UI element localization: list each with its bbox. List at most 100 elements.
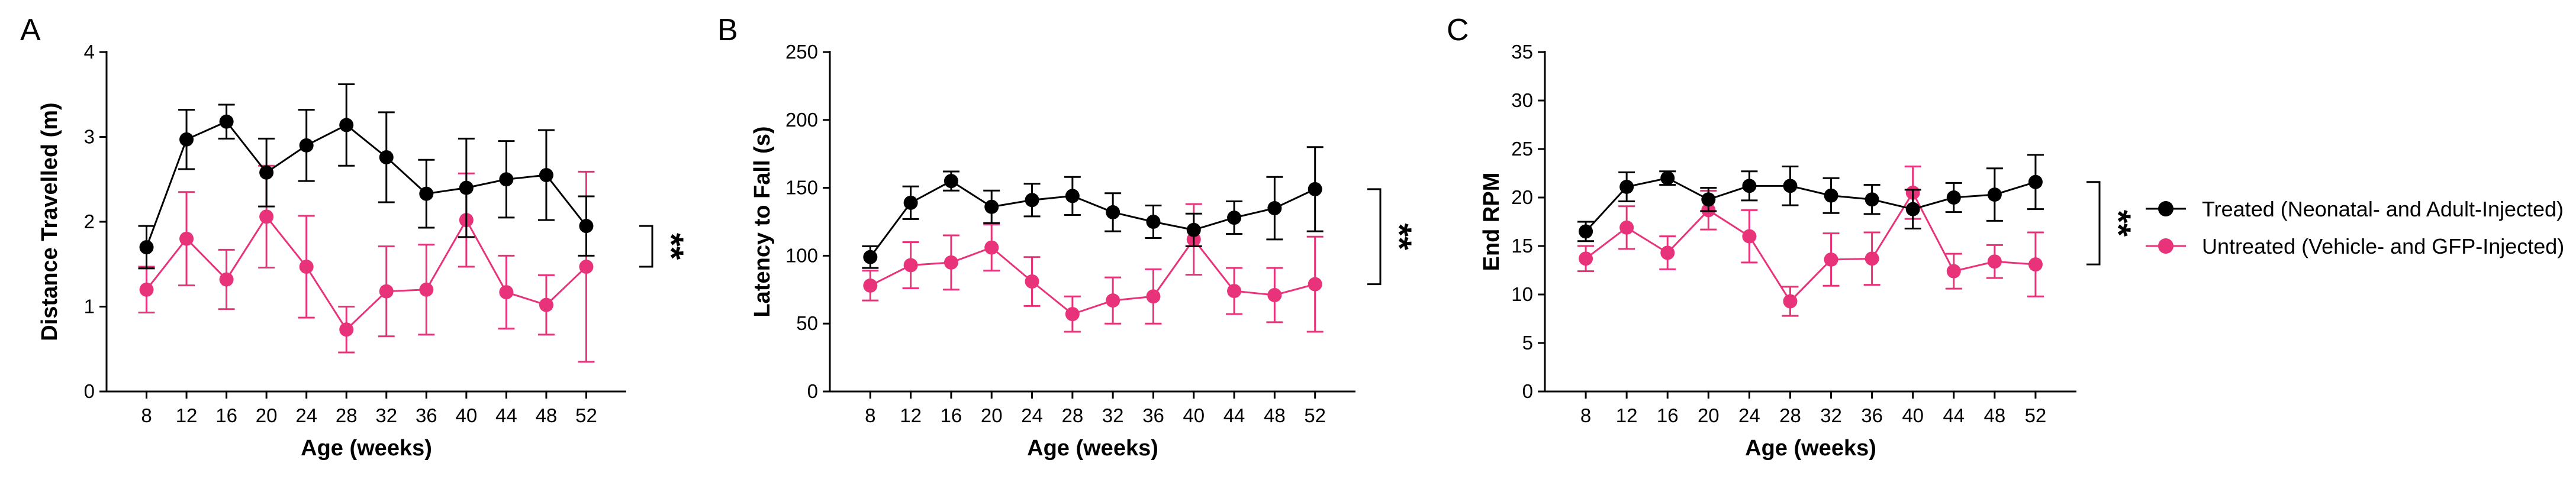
treated-data-point <box>1946 190 1961 205</box>
treated-data-point <box>1579 224 1593 239</box>
treated-data-point <box>1660 171 1675 186</box>
untreated-data-point <box>863 278 878 293</box>
untreated-series-line <box>1585 190 2036 303</box>
treated-data-point <box>1824 188 1838 203</box>
treated-series-line <box>146 120 587 248</box>
legend-marker-untreated <box>2158 238 2174 254</box>
y-tick-label: 0 <box>1522 380 1533 402</box>
x-tick-label: 8 <box>865 404 875 426</box>
legend-label-untreated: Untreated (Vehicle- and GFP-Injected) <box>2202 234 2564 258</box>
y-tick-label: 10 <box>1511 283 1533 305</box>
x-tick-label: 24 <box>1021 404 1043 426</box>
y-tick-label: 15 <box>1511 235 1533 257</box>
y-tick-label: 20 <box>1511 186 1533 208</box>
treated-data-point <box>1987 187 2002 202</box>
untreated-data-point <box>219 272 234 287</box>
x-tick-label: 40 <box>455 404 477 426</box>
treated-data-point <box>1267 201 1282 216</box>
x-tick-label: 44 <box>1223 404 1245 426</box>
untreated-data-point <box>1987 254 2002 269</box>
untreated-data-point <box>1025 274 1039 289</box>
x-tick-label: 24 <box>295 404 317 426</box>
untreated-data-point <box>2028 257 2043 272</box>
treated-data-point <box>1227 211 1242 225</box>
x-tick-label: 48 <box>536 404 558 426</box>
panel-letter-c: C <box>1447 13 1469 47</box>
x-tick-label: 12 <box>900 404 922 426</box>
untreated-data-point <box>1227 284 1242 299</box>
x-tick-label: 16 <box>941 404 962 426</box>
treated-data-point <box>1106 205 1120 219</box>
untreated-series-line <box>870 238 1316 315</box>
significance-bracket <box>639 225 653 268</box>
untreated-data-point <box>984 240 999 255</box>
untreated-data-point <box>1146 289 1161 304</box>
y-tick-label: 3 <box>84 126 95 148</box>
legend-item-untreated: Untreated (Vehicle- and GFP-Injected) <box>2146 234 2564 258</box>
untreated-data-point <box>903 258 918 273</box>
x-tick-label: 20 <box>981 404 1003 426</box>
significance-label: ** <box>2099 210 2137 237</box>
x-tick-label: 8 <box>141 404 152 426</box>
treated-data-point <box>1865 192 1879 207</box>
y-tick-label: 50 <box>796 312 818 334</box>
x-tick-label: 48 <box>1264 404 1286 426</box>
x-axis-title: Age (weeks) <box>1745 436 1876 461</box>
untreated-data-point <box>1946 264 1961 279</box>
untreated-data-point <box>1267 287 1282 302</box>
treated-data-point <box>1701 192 1716 207</box>
x-tick-label: 8 <box>1580 404 1591 426</box>
y-tick-label: 1 <box>84 296 95 318</box>
y-tick-label: 0 <box>84 380 95 402</box>
x-tick-label: 16 <box>1657 404 1679 426</box>
untreated-data-point <box>1619 220 1634 235</box>
x-axis-title: Age (weeks) <box>301 436 432 461</box>
x-tick-label: 36 <box>1142 404 1164 426</box>
treated-data-point <box>259 165 274 180</box>
x-tick-label: 36 <box>1861 404 1883 426</box>
x-tick-label: 28 <box>336 404 358 426</box>
x-tick-label: 52 <box>1304 404 1326 426</box>
untreated-data-point <box>1824 252 1838 267</box>
treated-data-point <box>219 114 234 129</box>
treated-data-point <box>299 138 314 153</box>
untreated-series-line <box>146 215 587 331</box>
x-tick-label: 16 <box>215 404 237 426</box>
x-tick-label: 32 <box>375 404 397 426</box>
chart-panel-b: 0 50 100 150 200 250 8 12 16 20 24 28 32 36 40 44 48 52 Ag… <box>750 41 1418 461</box>
y-tick-label: 4 <box>84 41 95 63</box>
treated-data-point <box>2028 174 2043 189</box>
legend-item-treated: Treated (Neonatal- and Adult-Injected) <box>2146 197 2564 221</box>
untreated-data-point <box>379 284 394 299</box>
panel-letter-a: A <box>20 13 41 47</box>
x-tick-label: 40 <box>1183 404 1205 426</box>
treated-data-point <box>1146 215 1161 229</box>
untreated-data-point <box>1660 245 1675 260</box>
x-tick-label: 52 <box>575 404 597 426</box>
treated-data-point <box>984 199 999 214</box>
treated-data-point <box>459 180 474 195</box>
y-tick-label: 35 <box>1511 41 1533 63</box>
untreated-data-point <box>499 285 514 300</box>
untreated-data-point <box>579 260 594 274</box>
untreated-data-point <box>179 231 194 246</box>
y-axis-title: Distance Travelled (m) <box>37 102 62 341</box>
treated-data-point <box>1186 222 1201 237</box>
treated-data-point <box>419 186 434 201</box>
x-axis-title: Age (weeks) <box>1027 436 1158 461</box>
x-tick-label: 32 <box>1102 404 1124 426</box>
y-tick-label: 2 <box>84 211 95 232</box>
treated-data-point <box>579 219 594 234</box>
x-tick-label: 20 <box>256 404 278 426</box>
untreated-data-point <box>339 322 354 337</box>
y-tick-label: 30 <box>1511 89 1533 111</box>
treated-data-point <box>1783 179 1798 193</box>
x-tick-label: 44 <box>1943 404 1965 426</box>
treated-data-point <box>339 118 354 132</box>
y-tick-label: 0 <box>807 380 818 402</box>
untreated-data-point <box>259 209 274 224</box>
x-tick-label: 44 <box>495 404 517 426</box>
x-tick-label: 36 <box>416 404 437 426</box>
untreated-data-point <box>139 282 154 297</box>
